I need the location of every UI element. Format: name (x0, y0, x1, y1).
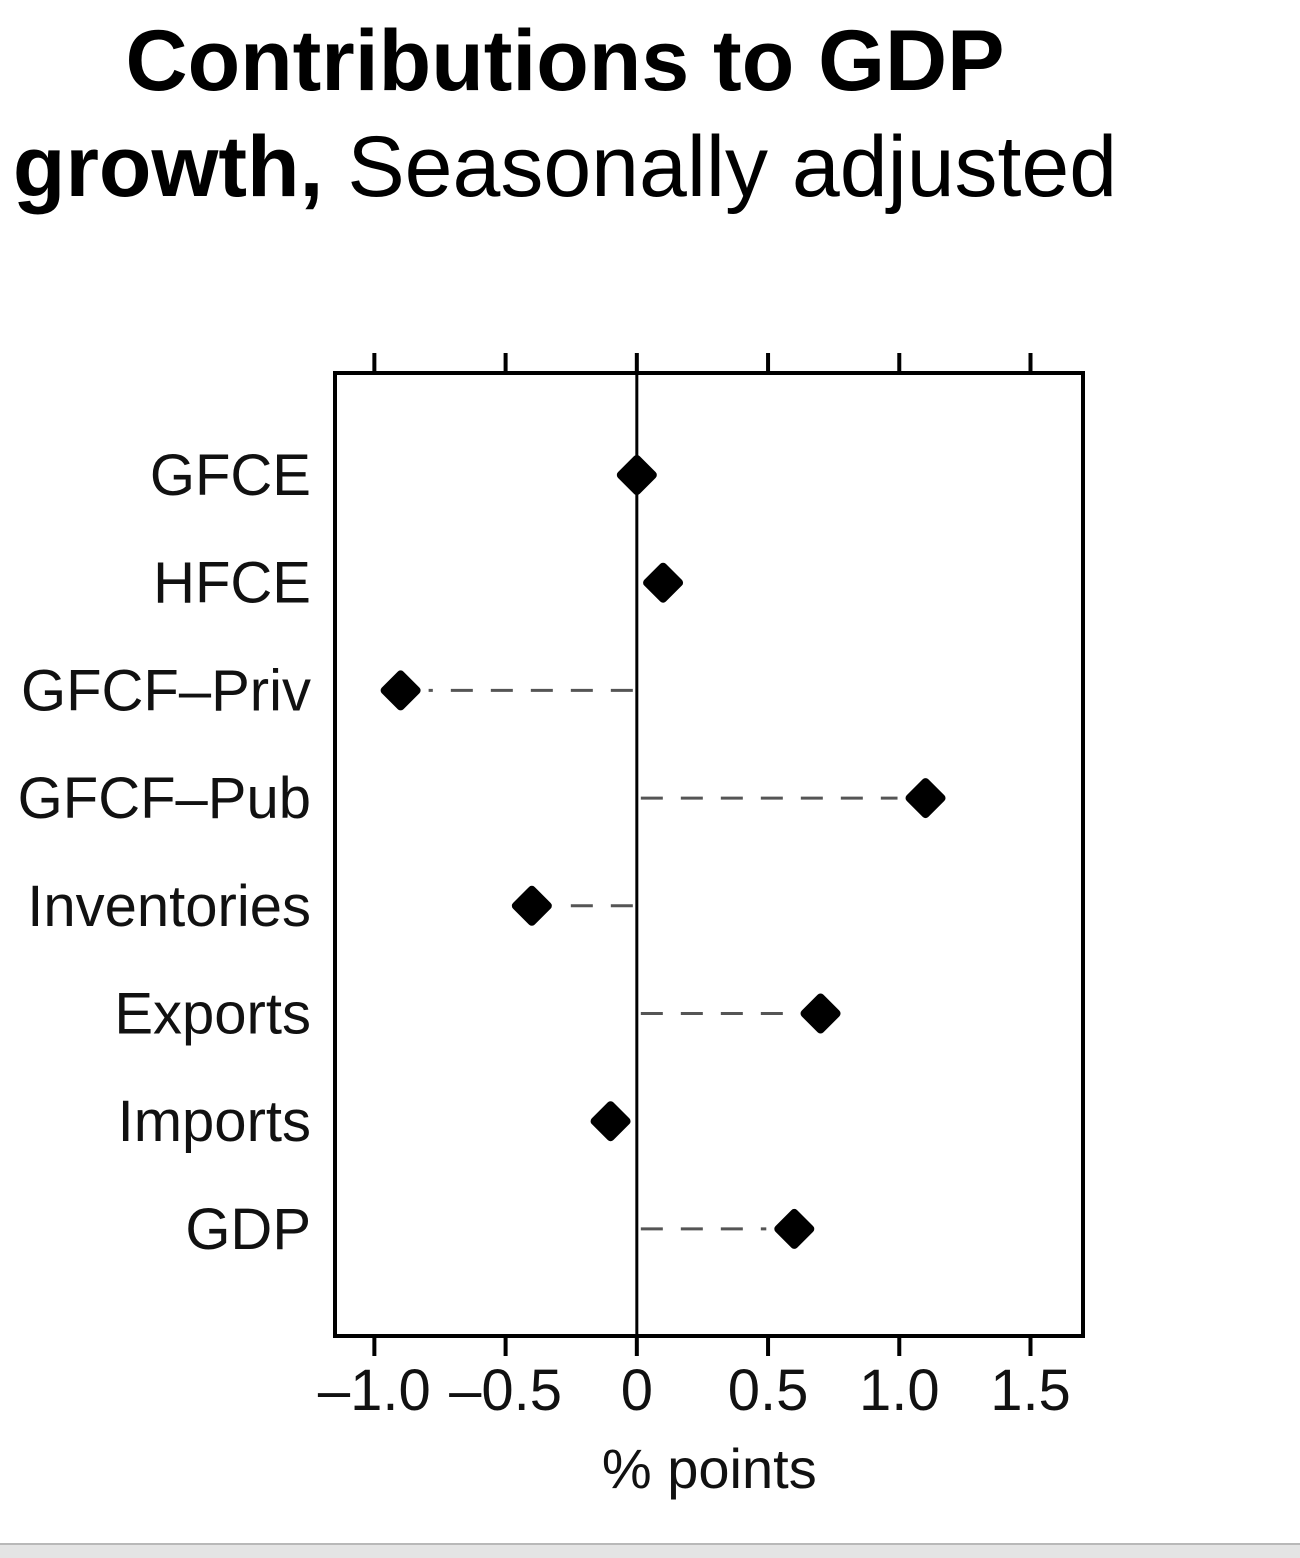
category-label: GFCE (150, 443, 311, 508)
category-label: GFCF–Priv (21, 658, 311, 723)
category-label: Inventories (27, 874, 311, 939)
x-tick-label: 1.5 (990, 1358, 1071, 1423)
category-label: Imports (118, 1089, 311, 1154)
window-bottom-edge (0, 1543, 1300, 1558)
x-tick-label: 0.5 (728, 1358, 809, 1423)
chart-title: Contributions to GDP growth, Seasonally … (0, 8, 1130, 220)
plot-frame (333, 371, 1085, 1338)
x-tick-label: –1.0 (318, 1358, 431, 1423)
x-tick-label: 0 (621, 1358, 653, 1423)
x-tick-label: 1.0 (859, 1358, 940, 1423)
data-point-marker (511, 885, 552, 926)
x-tick-labels: –1.0 –0.5 0 0.5 1.0 1.5 (318, 1358, 1071, 1423)
data-point-marker (380, 670, 421, 711)
category-labels: GFCE HFCE GFCF–Priv GFCF–Pub Inventories Expo… (18, 443, 311, 1262)
x-axis-ticks (372, 353, 1033, 1356)
category-label: GFCF–Pub (18, 766, 311, 831)
data-point-marker (616, 455, 657, 495)
x-axis-label: % points (602, 1437, 817, 1500)
x-tick-label: –0.5 (449, 1358, 562, 1423)
data-point-marker (800, 993, 841, 1034)
chart-title-bold: Contributions to GDP growth, (12, 13, 1005, 215)
category-label: GDP (185, 1197, 311, 1262)
data-point-marker (643, 562, 684, 603)
data-point-marker (774, 1208, 815, 1249)
connector-lines (428, 688, 898, 1231)
category-label: HFCE (153, 551, 311, 616)
chart-title-regular: Seasonally adjusted (347, 119, 1118, 215)
data-markers (380, 455, 946, 1249)
data-point-marker (590, 1101, 631, 1142)
data-point-marker (905, 778, 946, 819)
category-label: Exports (114, 982, 311, 1047)
